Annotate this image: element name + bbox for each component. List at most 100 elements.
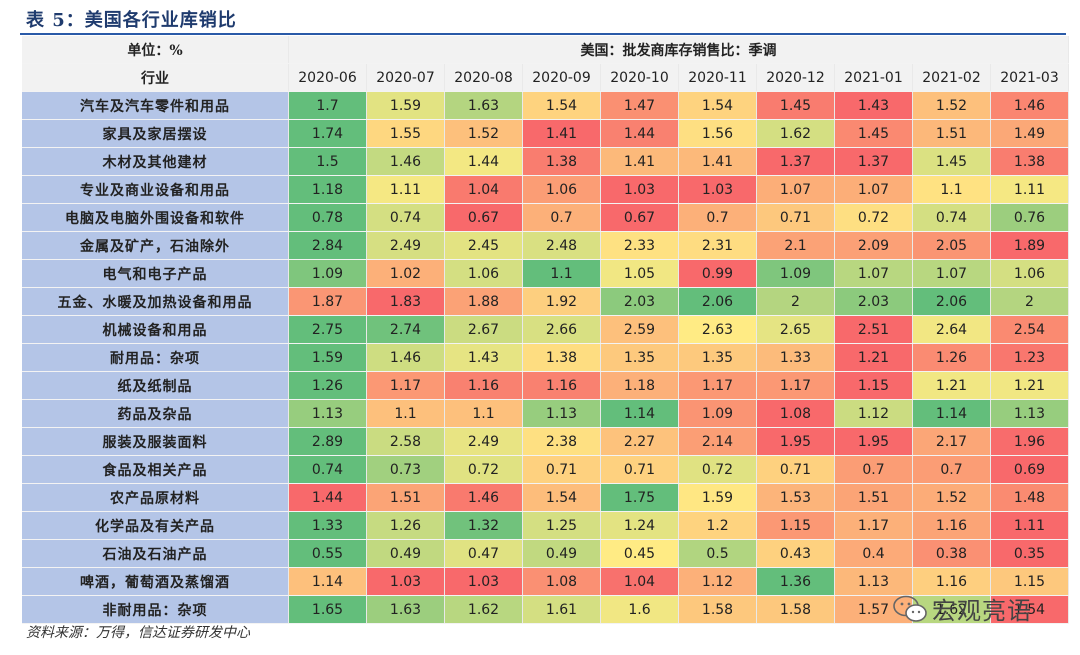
value-cell: 1.26 [912,343,991,372]
table-row: 食品及相关产品 0.74 0.73 0.72 0.71 0.71 0.72 0.71 0.7 0.… [22,455,1069,484]
value-cell: 2.74 [366,315,445,344]
industry-name: 家具及家居摆设 [22,119,289,148]
industry-name: 电气和电子产品 [22,259,289,288]
month-header: 2020-12 [756,63,835,92]
value-cell: 1.11 [990,175,1069,204]
value-cell: 2.06 [912,287,991,316]
value-cell: 1.95 [756,427,835,456]
value-cell: 2 [990,287,1069,316]
value-cell: 2.48 [522,231,601,260]
value-cell: 2.64 [912,315,991,344]
value-cell: 1.62 [756,119,835,148]
value-cell: 1.26 [366,511,445,540]
month-header: 2021-03 [990,63,1069,92]
value-cell: 1.44 [288,483,367,512]
industry-name: 纸及纸制品 [22,371,289,400]
value-cell: 0.5 [678,539,757,568]
value-cell: 1.11 [990,511,1069,540]
value-cell: 1.06 [444,259,523,288]
value-cell: 1.54 [990,595,1069,624]
value-cell: 1.45 [756,91,835,120]
table-row: 电气和电子产品 1.09 1.02 1.06 1.1 1.05 0.99 1.09 1.07 1.… [22,259,1069,288]
value-cell: 1.21 [990,371,1069,400]
value-cell: 1.88 [444,287,523,316]
value-cell: 2.06 [678,287,757,316]
wechat-icon [893,595,927,622]
value-cell: 1.14 [600,399,679,428]
value-cell: 1.17 [834,511,913,540]
industry-name: 农产品原材料 [22,483,289,512]
value-cell: 1.58 [756,595,835,624]
value-cell: 1.13 [522,399,601,428]
table-row: 机械设备和用品 2.75 2.74 2.67 2.66 2.59 2.63 2.65 2.51 2… [22,315,1069,344]
value-cell: 1.63 [444,91,523,120]
value-cell: 1.07 [834,175,913,204]
value-cell: 1.7 [288,91,367,120]
value-cell: 0.7 [834,455,913,484]
value-cell: 2.03 [600,287,679,316]
value-cell: 1.02 [366,259,445,288]
industry-name: 药品及杂品 [22,399,289,428]
value-cell: 1.14 [912,399,991,428]
table-row: 化学品及有关产品 1.33 1.26 1.32 1.25 1.24 1.2 1.15 1.17 1… [22,511,1069,540]
value-cell: 0.72 [834,203,913,232]
table-row: 非耐用品：杂项 1.65 1.63 1.62 1.61 1.6 1.58 1.58 1.57 1.… [22,595,1069,624]
industry-name: 啤酒，葡萄酒及蒸馏酒 [22,567,289,596]
value-cell: 1.58 [678,595,757,624]
value-cell: 2.09 [834,231,913,260]
table-row: 家具及家居摆设 1.74 1.55 1.52 1.41 1.44 1.56 1.62 1.45 1… [22,119,1069,148]
value-cell: 1.83 [366,287,445,316]
value-cell: 1.37 [756,147,835,176]
value-cell: 1.65 [288,595,367,624]
value-cell: 0.49 [366,539,445,568]
caption-rule [20,33,1066,35]
heatmap-table: 单位：% 美国：批发商库存销售比：季调 行业 2020-06 2020-07 202… [22,36,1069,624]
value-cell: 1.35 [678,343,757,372]
value-cell: 1.1 [366,399,445,428]
month-header: 2020-08 [444,63,523,92]
value-cell: 0.67 [600,203,679,232]
industry-name: 五金、水暖及加热设备和用品 [22,287,289,316]
value-cell: 1.17 [678,371,757,400]
value-cell: 2.66 [522,315,601,344]
value-cell: 1.52 [912,483,991,512]
month-header: 2020-09 [522,63,601,92]
value-cell: 1.92 [522,287,601,316]
value-cell: 0.7 [678,203,757,232]
value-cell: 1.96 [990,427,1069,456]
value-cell: 1.37 [834,147,913,176]
value-cell: 1.16 [444,371,523,400]
value-cell: 1.18 [600,371,679,400]
value-cell: 2.67 [444,315,523,344]
value-cell: 1.45 [834,119,913,148]
value-cell: 1.09 [288,259,367,288]
table-row: 专业及商业设备和用品 1.18 1.11 1.04 1.06 1.03 1.03 1.07 1.… [22,175,1069,204]
value-cell: 1.03 [444,567,523,596]
value-cell: 2.17 [912,427,991,456]
unit-label: 单位：% [22,36,289,64]
month-header: 2020-11 [678,63,757,92]
value-cell: 2.51 [834,315,913,344]
value-cell: 1.2 [678,511,757,540]
month-header: 2020-06 [288,63,367,92]
value-cell: 0.74 [366,203,445,232]
value-cell: 1.08 [756,399,835,428]
value-cell: 0.71 [756,203,835,232]
value-cell: 1.13 [834,567,913,596]
value-cell: 2.1 [756,231,835,260]
value-cell: 1.36 [756,567,835,596]
value-cell: 1.44 [600,119,679,148]
value-cell: 0.71 [522,455,601,484]
value-cell: 0.72 [678,455,757,484]
watermark-text: 宏观亮语 [932,597,1032,625]
value-cell: 1.35 [600,343,679,372]
value-cell: 1.13 [990,399,1069,428]
value-cell: 2.84 [288,231,367,260]
value-cell: 1.05 [600,259,679,288]
value-cell: 1.25 [522,511,601,540]
table-row: 电脑及电脑外围设备和软件 0.78 0.74 0.67 0.7 0.67 0.7 0.71 0.… [22,203,1069,232]
value-cell: 1.13 [288,399,367,428]
value-cell: 1.07 [912,259,991,288]
value-cell: 1.18 [288,175,367,204]
value-cell: 1.63 [366,595,445,624]
